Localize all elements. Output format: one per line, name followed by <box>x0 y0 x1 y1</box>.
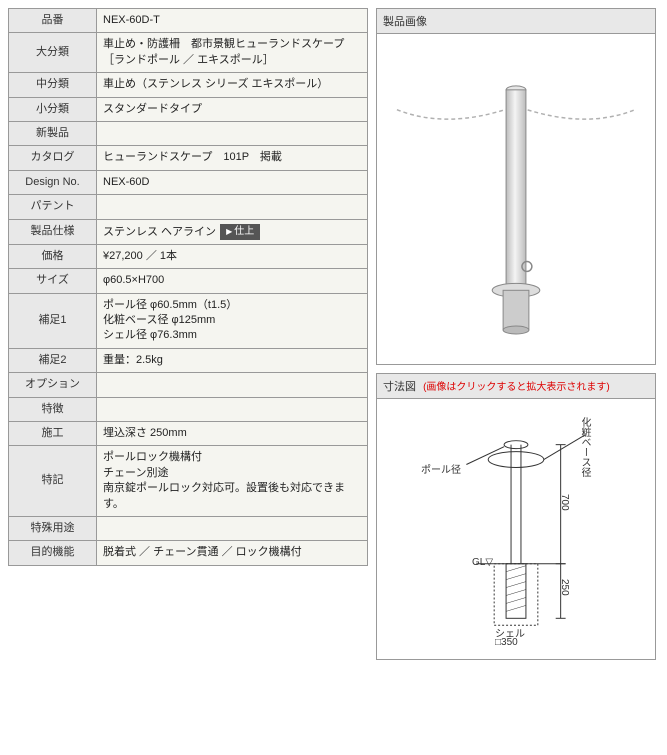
product-image-panel: 製品画像 <box>376 8 656 365</box>
finish-button[interactable]: 仕上 <box>220 224 260 240</box>
table-row: 施工埋込深さ 250mm <box>9 421 368 445</box>
table-row: Design No.NEX-60D <box>9 170 368 194</box>
spec-label: 価格 <box>9 244 97 268</box>
table-row: サイズφ60.5×H700 <box>9 269 368 293</box>
spec-label: 小分類 <box>9 97 97 121</box>
label-w350: □350 <box>495 637 518 648</box>
spec-value: ¥27,200 ／ 1本 <box>97 244 368 268</box>
table-row: 品番NEX-60D-T <box>9 9 368 33</box>
spec-label: サイズ <box>9 269 97 293</box>
spec-value: 重量：2.5kg <box>97 348 368 372</box>
spec-label: パテント <box>9 195 97 219</box>
spec-label: Design No. <box>9 170 97 194</box>
label-gl: GL▽ <box>472 557 493 568</box>
spec-label: 品番 <box>9 9 97 33</box>
spec-label: 中分類 <box>9 73 97 97</box>
spec-value <box>97 195 368 219</box>
spec-value: 埋込深さ 250mm <box>97 421 368 445</box>
spec-value: スタンダードタイプ <box>97 97 368 121</box>
label-pole-dia: ポール径 <box>421 461 461 476</box>
table-row: 補足1ポール径 φ60.5mm（t1.5）化粧ベース径 φ125mmシェル径 φ… <box>9 293 368 348</box>
label-h700: 700 <box>559 494 570 511</box>
table-row: パテント <box>9 195 368 219</box>
spec-value: 脱着式 ／ チェーン貫通 ／ ロック機構付 <box>97 541 368 565</box>
spec-value <box>97 397 368 421</box>
spec-label: 新製品 <box>9 121 97 145</box>
spec-value <box>97 373 368 397</box>
label-base-dia: 化粧ベース径 <box>577 417 592 477</box>
spec-value <box>97 516 368 540</box>
product-image-body[interactable] <box>377 34 655 364</box>
spec-label: カタログ <box>9 146 97 170</box>
product-image-header: 製品画像 <box>377 9 655 34</box>
product-image-title: 製品画像 <box>383 16 427 28</box>
spec-label: 補足1 <box>9 293 97 348</box>
spec-value: 車止め（ステンレス シリーズ エキスポール） <box>97 73 368 97</box>
spec-label: 特殊用途 <box>9 516 97 540</box>
table-row: 特記ポールロック機構付チェーン別途南京錠ポールロック対応可。設置後も対応できます… <box>9 446 368 517</box>
table-row: 新製品 <box>9 121 368 145</box>
spec-value: ポール径 φ60.5mm（t1.5）化粧ベース径 φ125mmシェル径 φ76.… <box>97 293 368 348</box>
spec-value: ステンレス ヘアライン仕上 <box>97 219 368 244</box>
product-image-svg <box>387 39 645 359</box>
table-row: 特殊用途 <box>9 516 368 540</box>
spec-value <box>97 121 368 145</box>
spec-label: 目的機能 <box>9 541 97 565</box>
spec-label: 施工 <box>9 421 97 445</box>
image-column: 製品画像 <box>376 8 656 660</box>
dimension-body[interactable]: ポール径 化粧ベース径 GL▽ 700 250 シェル □350 <box>377 399 655 659</box>
spec-column: 品番NEX-60D-T大分類車止め・防護柵 都市景観ヒューランドスケープ［ランド… <box>8 8 368 660</box>
spec-label: 大分類 <box>9 33 97 73</box>
dimension-svg <box>387 404 645 654</box>
dimension-panel: 寸法図 (画像はクリックすると拡大表示されます) <box>376 373 656 660</box>
table-row: 製品仕様ステンレス ヘアライン仕上 <box>9 219 368 244</box>
table-row: 中分類車止め（ステンレス シリーズ エキスポール） <box>9 73 368 97</box>
table-row: オプション <box>9 373 368 397</box>
spec-value: NEX-60D <box>97 170 368 194</box>
label-h250: 250 <box>559 579 570 596</box>
spec-label: 補足2 <box>9 348 97 372</box>
spec-value: ヒューランドスケープ 101P 掲載 <box>97 146 368 170</box>
spec-value: φ60.5×H700 <box>97 269 368 293</box>
dimension-header: 寸法図 (画像はクリックすると拡大表示されます) <box>377 374 655 399</box>
dimension-note: (画像はクリックすると拡大表示されます) <box>423 382 610 393</box>
table-row: 補足2重量：2.5kg <box>9 348 368 372</box>
table-row: 小分類スタンダードタイプ <box>9 97 368 121</box>
table-row: 特徴 <box>9 397 368 421</box>
table-row: 目的機能脱着式 ／ チェーン貫通 ／ ロック機構付 <box>9 541 368 565</box>
spec-label: 製品仕様 <box>9 219 97 244</box>
spec-label: 特記 <box>9 446 97 517</box>
spec-value: 車止め・防護柵 都市景観ヒューランドスケープ［ランドポール ／ エキスポール］ <box>97 33 368 73</box>
table-row: 価格¥27,200 ／ 1本 <box>9 244 368 268</box>
spec-label: 特徴 <box>9 397 97 421</box>
dimension-title: 寸法図 <box>383 381 416 393</box>
spec-value: ポールロック機構付チェーン別途南京錠ポールロック対応可。設置後も対応できます。 <box>97 446 368 517</box>
table-row: 大分類車止め・防護柵 都市景観ヒューランドスケープ［ランドポール ／ エキスポー… <box>9 33 368 73</box>
spec-value: NEX-60D-T <box>97 9 368 33</box>
page-layout: 品番NEX-60D-T大分類車止め・防護柵 都市景観ヒューランドスケープ［ランド… <box>8 8 659 660</box>
table-row: カタログヒューランドスケープ 101P 掲載 <box>9 146 368 170</box>
spec-table: 品番NEX-60D-T大分類車止め・防護柵 都市景観ヒューランドスケープ［ランド… <box>8 8 368 566</box>
spec-label: オプション <box>9 373 97 397</box>
